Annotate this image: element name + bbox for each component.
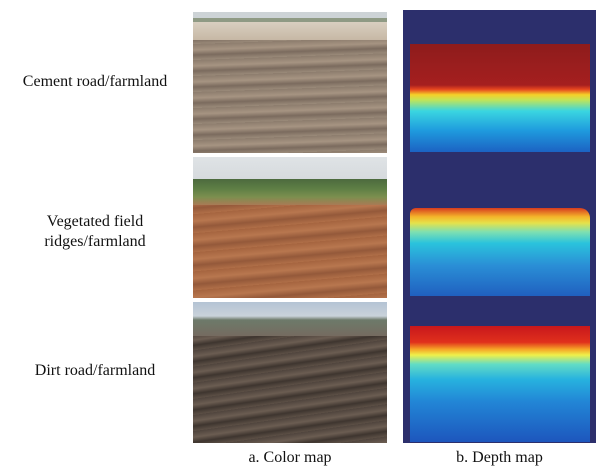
row-label: Cement road/farmland [0,72,190,92]
label-line: Cement road/farmland [23,73,167,90]
caption: a. Color map [193,449,387,467]
color-image [193,12,387,153]
figure: Cement road/farmland Vegetated field ridg… [0,0,596,468]
depth-image [410,44,590,152]
depth-image [410,326,590,442]
depth-image [410,208,590,296]
caption: b. Depth map [403,449,596,467]
label-line: Vegetated field [47,213,143,230]
label-line: ridges/farmland [44,233,145,250]
color-image [193,157,387,298]
row-label: Vegetated field ridges/farmland [0,212,190,252]
color-image [193,302,387,443]
label-line: Dirt road/farmland [35,362,155,379]
row-label: Dirt road/farmland [0,361,190,381]
